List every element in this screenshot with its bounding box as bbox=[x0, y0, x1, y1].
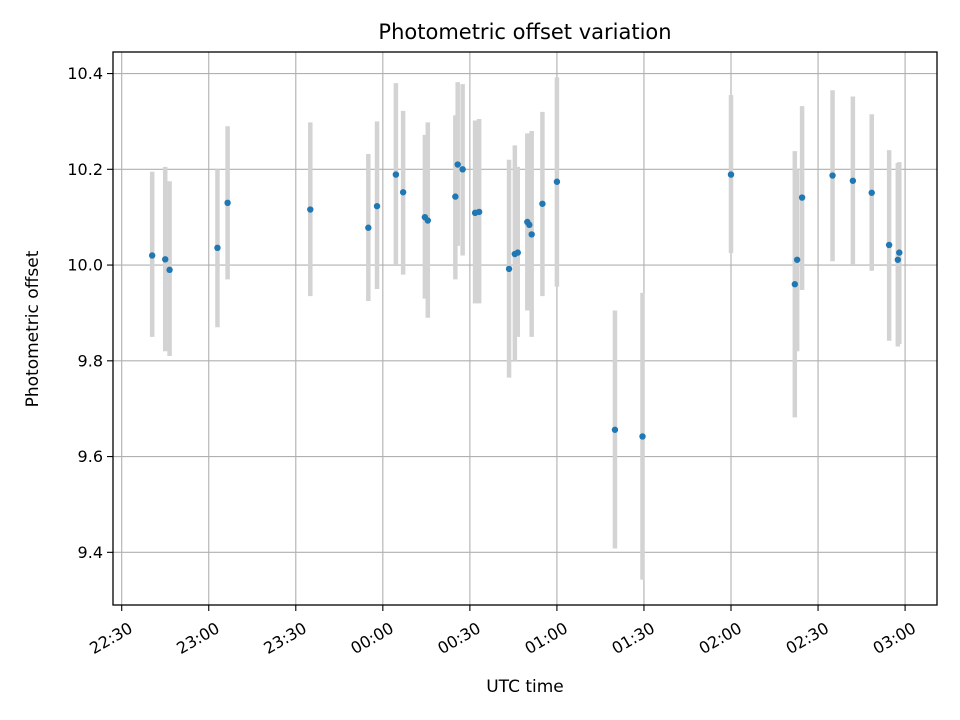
y-tick-label: 10.2 bbox=[67, 160, 103, 179]
data-point bbox=[452, 193, 459, 200]
data-point bbox=[798, 194, 806, 201]
y-tick-label: 10.4 bbox=[67, 64, 103, 83]
data-point bbox=[399, 189, 407, 196]
y-tick-label: 9.4 bbox=[78, 543, 103, 562]
data-point bbox=[793, 256, 801, 263]
y-tick-label: 10.0 bbox=[67, 256, 103, 275]
data-point bbox=[727, 171, 735, 178]
data-point bbox=[224, 199, 231, 207]
data-point bbox=[611, 426, 619, 433]
data-point bbox=[392, 171, 400, 178]
y-tick-label: 9.8 bbox=[78, 351, 103, 370]
data-point bbox=[885, 241, 893, 249]
data-point bbox=[526, 221, 533, 229]
data-point bbox=[424, 217, 432, 224]
chart-title: Photometric offset variation bbox=[378, 20, 671, 44]
data-point bbox=[896, 249, 903, 256]
plot-frame bbox=[112, 51, 938, 606]
data-point bbox=[639, 433, 646, 440]
y-tick-label: 9.6 bbox=[78, 447, 103, 466]
data-point bbox=[868, 189, 875, 196]
data-point bbox=[162, 256, 169, 263]
data-point bbox=[553, 178, 561, 185]
data-point bbox=[539, 200, 546, 207]
data-point bbox=[829, 172, 836, 179]
data-points bbox=[148, 161, 903, 440]
data-point bbox=[373, 202, 381, 210]
data-point bbox=[214, 244, 221, 252]
data-point bbox=[514, 249, 521, 256]
data-point bbox=[365, 224, 372, 231]
data-point bbox=[454, 161, 461, 168]
y-axis-label: Photometric offset bbox=[23, 250, 43, 407]
data-point bbox=[475, 208, 483, 216]
data-point bbox=[148, 252, 156, 259]
data-point bbox=[849, 177, 857, 184]
data-point bbox=[528, 231, 535, 238]
data-point bbox=[459, 166, 466, 173]
data-point bbox=[894, 256, 902, 263]
data-point bbox=[166, 266, 173, 274]
data-point bbox=[307, 206, 314, 213]
data-point bbox=[791, 281, 799, 288]
data-point bbox=[505, 265, 513, 273]
x-axis-label: UTC time bbox=[486, 677, 564, 697]
